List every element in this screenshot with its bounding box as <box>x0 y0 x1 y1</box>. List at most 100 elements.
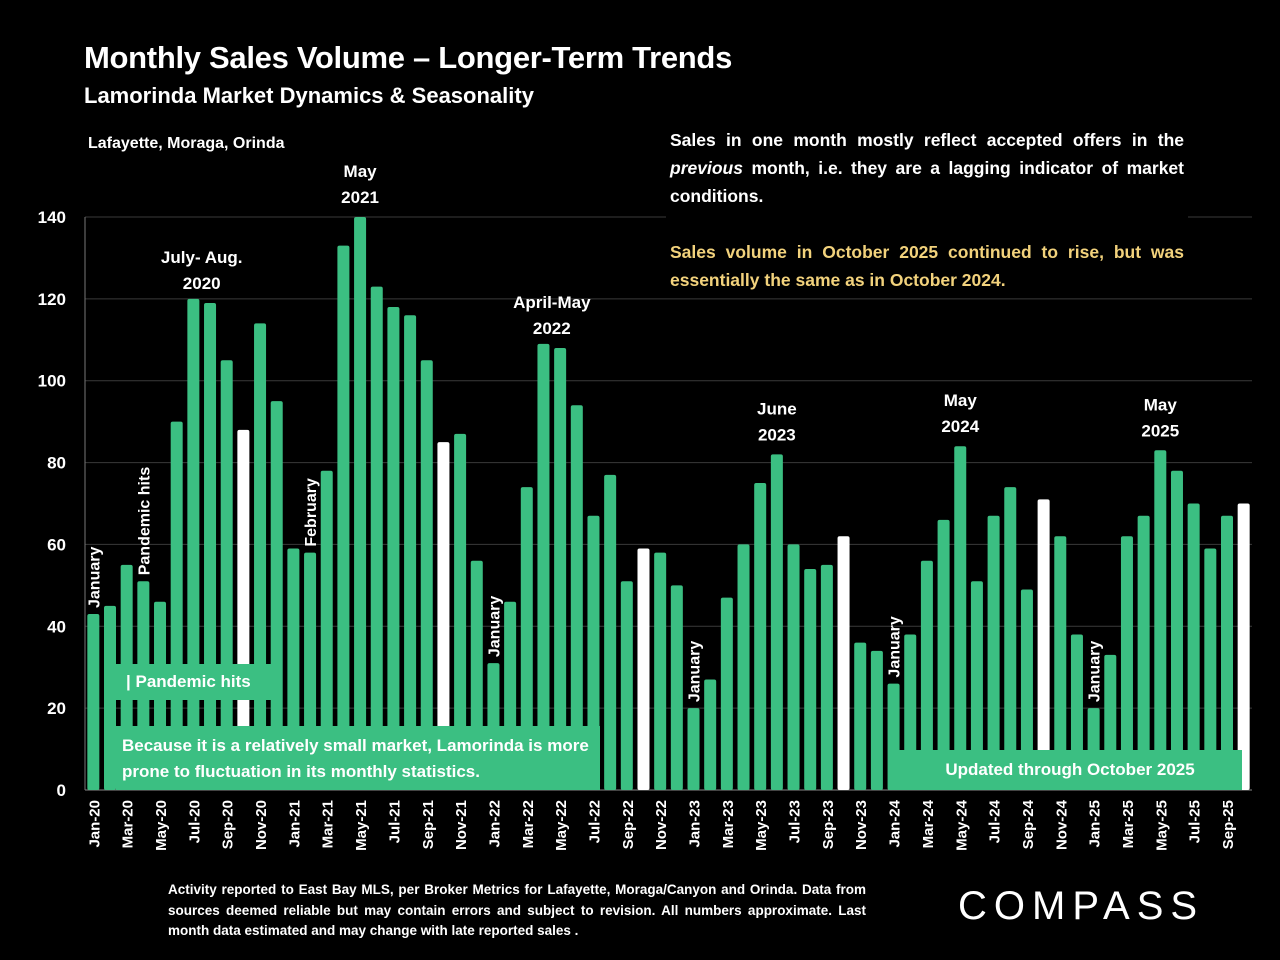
bar <box>454 433 467 790</box>
x-tick-label: May-21 <box>353 800 370 851</box>
updated-callout: Updated through October 2025 <box>898 750 1242 790</box>
bar <box>820 564 833 790</box>
bar <box>554 347 567 790</box>
bar <box>354 217 367 790</box>
annotation-label: 2023 <box>758 425 796 444</box>
annotation-label: January <box>1087 641 1104 702</box>
bar <box>687 708 700 790</box>
pandemic-callout: | Pandemic hits <box>116 664 272 700</box>
bar <box>520 487 533 790</box>
bar <box>270 401 283 790</box>
annotation-label: Pandemic hits <box>136 467 153 576</box>
bar <box>954 446 967 790</box>
bar <box>1204 548 1217 790</box>
annotation-label: May <box>1144 395 1178 414</box>
x-tick-label: May-23 <box>753 800 770 851</box>
annotation-label: January <box>887 616 904 677</box>
x-tick-label: Sep-20 <box>220 800 237 849</box>
annotation-label: January <box>86 547 103 608</box>
bar <box>804 568 817 790</box>
bar <box>737 544 750 790</box>
x-tick-label: Jan-25 <box>1087 800 1104 848</box>
x-tick-label: Jan-24 <box>887 799 904 847</box>
bar <box>1220 515 1233 790</box>
footnote: Activity reported to East Bay MLS, per B… <box>168 882 866 938</box>
annotation-label: 2021 <box>341 188 379 207</box>
bar-october <box>1237 503 1250 790</box>
commentary-note: Sales in one month mostly reflect accept… <box>666 126 1188 294</box>
x-tick-label: Mar-22 <box>520 800 537 848</box>
y-tick-label: 20 <box>47 699 66 718</box>
annotation-label: 2025 <box>1141 421 1179 440</box>
x-tick-label: Nov-24 <box>1053 799 1070 850</box>
x-tick-label: Mar-20 <box>120 800 137 848</box>
x-tick-label: Jan-23 <box>687 800 704 848</box>
x-tick-label: Jul-24 <box>987 799 1004 843</box>
bar <box>620 581 633 790</box>
annotation-label: July- Aug. <box>161 248 243 267</box>
x-tick-label: Sep-25 <box>1220 800 1237 849</box>
bar <box>370 286 383 790</box>
annotation-label: 2024 <box>941 417 979 436</box>
annotation-label: June <box>757 399 797 418</box>
bar <box>887 683 900 790</box>
bar <box>87 614 100 790</box>
bar-october <box>437 442 450 790</box>
bar <box>870 650 883 790</box>
x-tick-label: Jul-23 <box>787 800 804 843</box>
fluctuation-callout: Because it is a relatively small market,… <box>116 726 600 790</box>
bar <box>970 581 983 790</box>
x-tick-label: Nov-23 <box>853 800 870 850</box>
x-tick-label: Nov-22 <box>653 800 670 850</box>
bar <box>570 405 583 790</box>
compass-logo: COMPASS <box>958 884 1205 928</box>
y-tick-label: 60 <box>47 535 66 554</box>
x-tick-label: May-25 <box>1153 800 1170 851</box>
annotation-label: May <box>944 391 978 410</box>
x-tick-label: Jul-22 <box>586 800 603 843</box>
bar <box>670 585 683 790</box>
bar <box>204 302 217 790</box>
y-tick-label: 100 <box>38 372 66 391</box>
y-tick-label: 80 <box>47 454 66 473</box>
bar <box>1020 589 1033 790</box>
annotation-label: 2020 <box>183 274 221 293</box>
bar <box>1004 487 1017 790</box>
x-tick-label: Jul-21 <box>386 800 403 843</box>
x-tick-label: May-24 <box>953 799 970 851</box>
bar <box>720 597 733 790</box>
bar <box>1137 515 1150 790</box>
annotation-label: 2022 <box>533 319 571 338</box>
commentary-paragraph-1: Sales in one month mostly reflect accept… <box>670 130 1184 206</box>
bar-october <box>837 536 850 790</box>
bar <box>1154 450 1167 790</box>
x-tick-label: Sep-23 <box>820 800 837 849</box>
bar <box>187 298 200 790</box>
area-label: Lafayette, Moraga, Orinda <box>88 135 285 152</box>
bar-october <box>1037 499 1050 790</box>
annotation-label: January <box>687 641 704 702</box>
bar <box>320 470 333 790</box>
bar <box>770 454 783 790</box>
x-tick-label: Mar-24 <box>920 799 937 848</box>
bar <box>537 343 550 790</box>
bar <box>254 323 267 790</box>
bar <box>104 605 117 790</box>
bar <box>654 552 667 790</box>
x-tick-label: Sep-22 <box>620 800 637 849</box>
x-tick-label: Jan-21 <box>286 800 303 848</box>
bar-october <box>637 548 650 790</box>
bar <box>587 515 600 790</box>
annotation-label: January <box>486 596 503 657</box>
chart-subtitle: Lamorinda Market Dynamics & Seasonality <box>84 83 534 108</box>
y-tick-label: 40 <box>47 617 66 636</box>
bar <box>1054 536 1067 790</box>
bar <box>920 560 933 790</box>
x-tick-label: Mar-23 <box>720 800 737 848</box>
annotation-label: May <box>344 162 378 181</box>
bar <box>420 360 433 790</box>
commentary-paragraph-2: Sales volume in October 2025 continued t… <box>670 242 1184 290</box>
bar <box>704 679 717 790</box>
x-tick-label: Jan-20 <box>86 800 103 848</box>
y-tick-label: 120 <box>38 290 66 309</box>
